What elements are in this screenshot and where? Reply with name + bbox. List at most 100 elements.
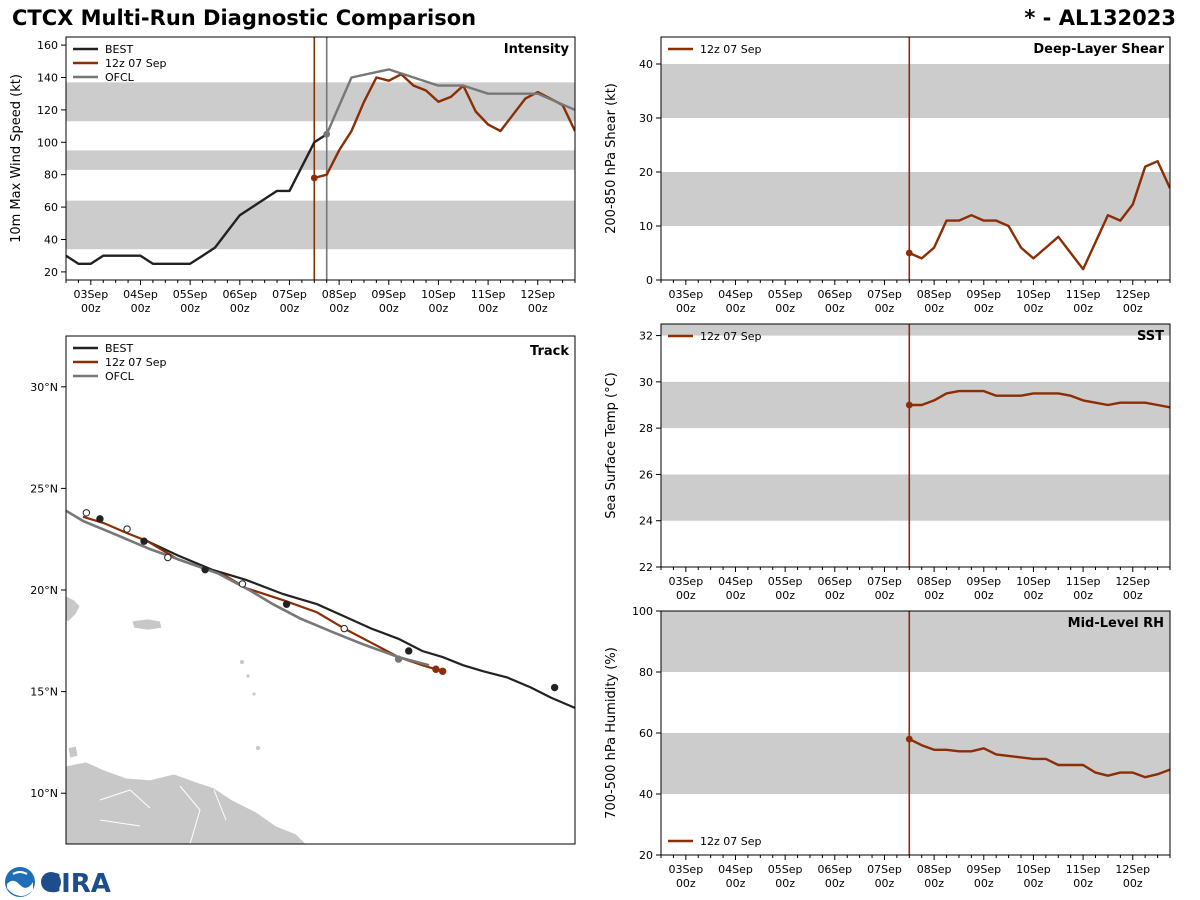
shear-band-1: [661, 64, 1170, 118]
aruba-curacao-land: [67, 745, 79, 759]
shear-legend-label: 12z 07 Sep: [700, 43, 762, 56]
shear-run-line: [908, 159, 1170, 271]
shear-x-tick-label: 06Sep: [817, 288, 852, 301]
intensity-x-tick-label: 06Sep: [222, 288, 257, 301]
rh-y-axis-label: 700-500 hPa Humidity (%): [604, 647, 619, 819]
intensity-x-tick-label: 00z: [429, 302, 449, 315]
rh-x-tick-label: 06Sep: [817, 863, 852, 876]
intensity-x-tick-label: 03Sep: [73, 288, 108, 301]
intensity-y-tick-label: 120: [37, 104, 58, 117]
intensity-x-tick-label: 09Sep: [371, 288, 406, 301]
intensity-x-tick-label: 00z: [180, 302, 200, 315]
intensity-x-tick-label: 07Sep: [272, 288, 307, 301]
shear-band-0: [661, 172, 1170, 226]
sst-y-tick-label: 28: [639, 422, 653, 435]
intensity-y-tick-label: 100: [37, 136, 58, 149]
shear-x-tick-label: 00z: [875, 302, 895, 315]
sst-x-tick-label: 04Sep: [718, 575, 753, 588]
rh-x-tick-label: 00z: [1073, 877, 1093, 890]
sst-x-tick-label: 06Sep: [817, 575, 852, 588]
shear-x-tick-label: 04Sep: [718, 288, 753, 301]
intensity-x-tick-label: 11Sep: [471, 288, 506, 301]
intensity-y-tick-label: 40: [44, 234, 58, 247]
hispaniola-land: [66, 595, 81, 623]
intensity-y-tick-label: 140: [37, 72, 58, 85]
rh-x-tick-label: 05Sep: [768, 863, 803, 876]
sst-x-tick-label: 10Sep: [1016, 575, 1051, 588]
intensity-x-tick-label: 12Sep: [520, 288, 555, 301]
intensity-x-tick-label: 00z: [528, 302, 548, 315]
track-best-marker: [96, 515, 104, 523]
cira-logo: CIRA: [5, 867, 111, 898]
sst-frame: [660, 323, 1171, 568]
intensity-x-tick-label: 00z: [230, 302, 250, 315]
shear-x-tick-label: 10Sep: [1016, 288, 1051, 301]
rh-x-tick-label: 00z: [974, 877, 994, 890]
shear-x-tick-label: 03Sep: [668, 288, 703, 301]
sst-x-tick-label: 03Sep: [668, 575, 703, 588]
shear-x-tick-label: 00z: [775, 302, 795, 315]
shear-x-tick-label: 00z: [1024, 302, 1044, 315]
sst-x-tick-label: 00z: [1073, 589, 1093, 602]
shear-x-tick-label: 11Sep: [1066, 288, 1101, 301]
intensity-x-tick-label: 05Sep: [173, 288, 208, 301]
rh-x-tick-label: 00z: [726, 877, 746, 890]
intensity-legend-label: OFCL: [105, 71, 135, 84]
shear-x-tick-label: 00z: [676, 302, 696, 315]
intensity-x-tick-label: 00z: [131, 302, 151, 315]
sst-run-init-marker: [905, 401, 913, 409]
intensity-x-tick-label: 00z: [280, 302, 300, 315]
shear-y-axis-label: 200-850 hPa Shear (kt): [604, 83, 619, 234]
sst-x-tick-label: 00z: [924, 589, 944, 602]
track-y-tick-label: 15°N: [30, 686, 58, 699]
sst-x-tick-label: 00z: [974, 589, 994, 602]
rh-x-tick-label: 00z: [1024, 877, 1044, 890]
sst-legend-label: 12z 07 Sep: [700, 330, 762, 343]
rh-x-tick-label: 08Sep: [917, 863, 952, 876]
noaa-wave-icon: [7, 880, 33, 897]
antilles-island: [239, 659, 245, 665]
sst-x-tick-label: 00z: [825, 589, 845, 602]
rh-y-tick-label: 60: [639, 727, 653, 740]
rh-title: Mid-Level RH: [1068, 616, 1164, 631]
shear-y-tick-label: 20: [639, 166, 653, 179]
shear-x-tick-label: 00z: [1073, 302, 1093, 315]
sst-title: SST: [1137, 329, 1164, 344]
puerto-rico-land: [131, 618, 163, 631]
track-ofcl-marker: [123, 525, 131, 533]
rh-x-tick-label: 00z: [825, 877, 845, 890]
intensity-y-axis-label: 10m Max Wind Speed (kt): [9, 74, 24, 243]
rh-x-tick-label: 10Sep: [1016, 863, 1051, 876]
track-legend-label: BEST: [105, 342, 133, 355]
track-y-tick-label: 25°N: [30, 482, 58, 495]
intensity-x-tick-label: 04Sep: [123, 288, 158, 301]
shear-x-tick-label: 00z: [1123, 302, 1143, 315]
sst-x-tick-label: 00z: [676, 589, 696, 602]
shear-x-tick-label: 08Sep: [917, 288, 952, 301]
intensity-x-tick-label: 08Sep: [322, 288, 357, 301]
rh-y-tick-label: 20: [639, 849, 653, 862]
rh-x-tick-label: 00z: [775, 877, 795, 890]
rh-run-line: [908, 738, 1170, 779]
sst-x-tick-label: 00z: [1024, 589, 1044, 602]
rh-x-tick-label: 00z: [924, 877, 944, 890]
sst-x-tick-label: 09Sep: [966, 575, 1001, 588]
intensity-x-tick-label: 00z: [379, 302, 399, 315]
intensity-best-line: [66, 133, 328, 265]
rh-run-init-marker: [905, 735, 913, 743]
country-borders: [99, 785, 227, 844]
shear-frame: [660, 36, 1171, 281]
sst-run-line: [909, 389, 1170, 409]
shear-x-tick-label: 09Sep: [966, 288, 1001, 301]
sst-x-tick-label: 07Sep: [867, 575, 902, 588]
shear-run-init-marker: [905, 249, 913, 257]
track-title: Track: [530, 344, 569, 359]
rh-y-tick-label: 100: [632, 605, 653, 618]
intensity-band-0: [66, 200, 575, 250]
track-ofcl-marker: [340, 624, 348, 633]
shear-title: Deep-Layer Shear: [1033, 42, 1164, 57]
track-ocean: [66, 336, 575, 844]
page-title: CTCX Multi-Run Diagnostic Comparison: [12, 6, 477, 30]
shear-x-tick-label: 12Sep: [1115, 288, 1150, 301]
track-best-marker: [550, 683, 559, 692]
